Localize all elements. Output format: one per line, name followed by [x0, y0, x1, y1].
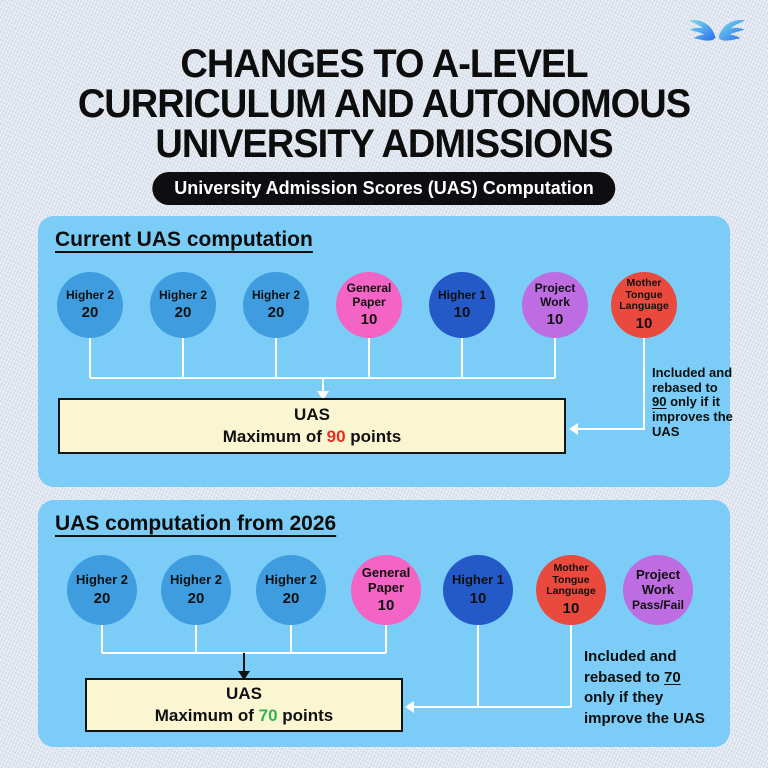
circle-value: 10 [360, 310, 378, 328]
title-line-2: CURRICULUM AND AUTONOMOUS [77, 82, 691, 126]
circle-higher1: Higher 1 10 [429, 272, 495, 338]
circle-higher2-b: Higher 2 20 [161, 555, 231, 625]
title-line-3: UNIVERSITY ADMISSIONS [155, 122, 613, 166]
circle-value: 20 [187, 589, 205, 607]
circle-label: Mother Tongue Language [619, 276, 669, 313]
circle-value: 10 [546, 310, 564, 328]
circle-value: 20 [174, 304, 192, 322]
uas-max-line: Maximum of 70 points [155, 705, 334, 727]
circle-higher2-b: Higher 2 20 [150, 272, 216, 338]
circle-label: Higher 2 [264, 572, 317, 588]
rebase-note-2026: Included and rebased to 70 only if they … [584, 647, 712, 730]
arrow-left-icon [405, 701, 414, 713]
panel-uas-2026: UAS computation from 2026 Higher 2 20 Hi… [38, 500, 730, 747]
circle-label: Higher 2 [251, 287, 300, 302]
circle-label: Mother Tongue Language [546, 561, 596, 598]
uas-max-value: 70 [258, 706, 278, 725]
panel-2026-title: UAS computation from 2026 [55, 512, 337, 535]
uas-max-line: Maximum of 90 points [223, 426, 402, 448]
note-text: only if it improves the UAS [652, 394, 733, 439]
uas-max-prefix: Maximum of [154, 706, 259, 725]
subtitle-badge: University Admission Scores (UAS) Comput… [152, 172, 616, 205]
circle-higher1: Higher 1 10 [443, 555, 513, 625]
circle-label: Higher 2 [169, 572, 222, 588]
uas-box-title: UAS [226, 683, 262, 703]
circle-label: Higher 2 [65, 287, 114, 302]
circle-value: 20 [81, 304, 99, 322]
uas-max-suffix: points [345, 427, 402, 446]
circle-value: 10 [377, 597, 395, 615]
circle-value: 10 [469, 589, 487, 607]
circle-mother-tongue: Mother Tongue Language 10 [611, 272, 677, 338]
panel-current-title: Current UAS computation [55, 228, 313, 251]
circle-label: Higher 2 [158, 287, 207, 302]
note-text: Included and rebased to [584, 648, 677, 686]
note-value: 90 [652, 394, 667, 410]
title-line-1: CHANGES TO A-LEVEL [180, 42, 588, 86]
circle-label: Higher 1 [451, 572, 504, 588]
circle-higher2-a: Higher 2 20 [57, 272, 123, 338]
circle-label: Higher 1 [437, 287, 486, 302]
uas-max-value: 90 [326, 427, 346, 446]
uas-box-2026: UAS Maximum of 70 points [85, 678, 403, 732]
circle-value: 10 [562, 600, 580, 618]
circle-higher2-a: Higher 2 20 [67, 555, 137, 625]
circle-value: 10 [635, 315, 653, 333]
arrow-left-icon [569, 423, 578, 435]
circle-label: General Paper [361, 564, 411, 595]
circle-general-paper: General Paper 10 [351, 555, 421, 625]
circle-value: 20 [267, 304, 285, 322]
circle-mother-tongue: Mother Tongue Language 10 [536, 555, 606, 625]
wings-logo-icon [689, 20, 745, 41]
note-text: only if they improve the UAS [584, 689, 705, 728]
page-title: CHANGES TO A-LEVEL CURRICULUM AND AUTONO… [19, 44, 749, 164]
circle-label: Higher 2 [75, 572, 128, 588]
circle-value: 10 [453, 304, 471, 322]
uas-max-prefix: Maximum of [222, 427, 327, 446]
circle-general-paper: General Paper 10 [336, 272, 402, 338]
panel-current-uas: Current UAS computation Higher 2 20 High… [38, 216, 733, 487]
circle-label: General Paper [346, 281, 392, 309]
uas-max-suffix: points [277, 706, 334, 725]
note-text: Included and rebased to [652, 365, 733, 395]
circle-value: 20 [282, 589, 300, 607]
circle-higher2-c: Higher 2 20 [256, 555, 326, 625]
circle-label: Project Work [635, 566, 681, 597]
circle-project-work: Project Work Pass/Fail [623, 555, 693, 625]
uas-box-title: UAS [294, 404, 330, 424]
circle-label: Project Work [534, 281, 576, 309]
note-value: 70 [664, 668, 681, 686]
uas-box-current: UAS Maximum of 90 points [58, 398, 566, 454]
circle-value: 20 [93, 589, 111, 607]
rebase-note-current: Included and rebased to 90 only if it im… [652, 365, 734, 439]
circle-project-work: Project Work 10 [522, 272, 588, 338]
circle-value: Pass/Fail [631, 598, 685, 613]
circle-higher2-c: Higher 2 20 [243, 272, 309, 338]
